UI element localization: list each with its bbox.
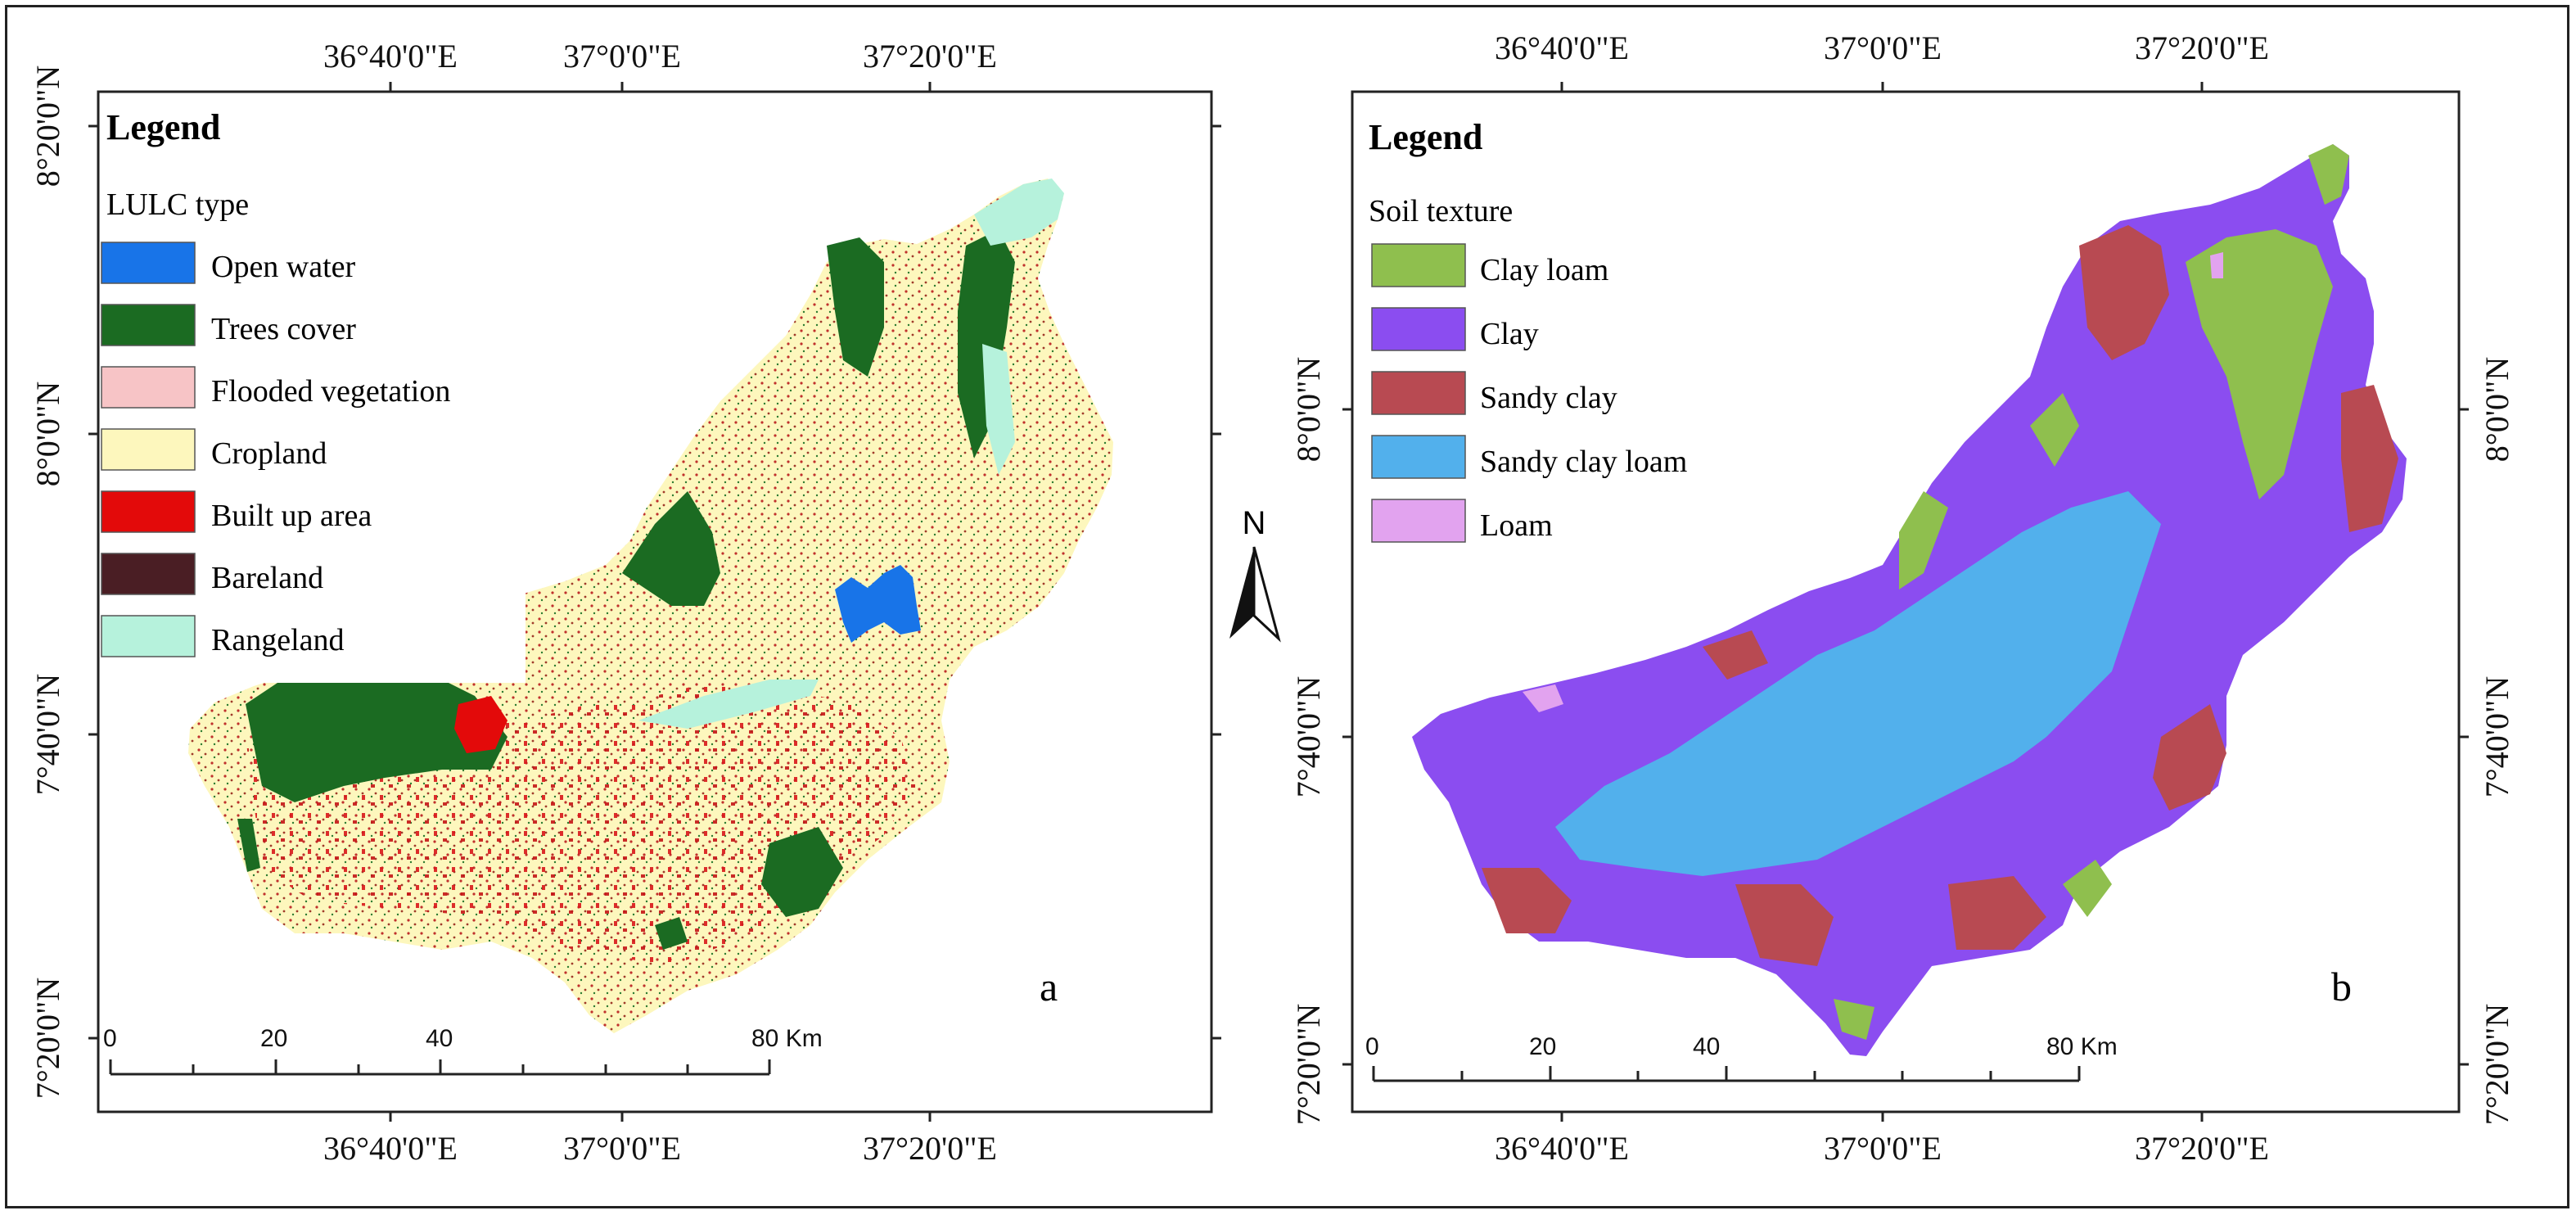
panel-b-legend-swatch-1 <box>1371 307 1466 351</box>
figure-frame <box>5 5 2569 1208</box>
panel-a-letter: a <box>1040 964 1058 1009</box>
panel-b-top-lon-2: 37°0'0"E <box>1824 29 1942 66</box>
panel-b-bottom-lon-2: 37°0'0"E <box>1824 1130 1942 1167</box>
panel-a-bottom-lon-3: 37°20'0"E <box>863 1130 997 1167</box>
panel-b-ticks <box>1342 82 2469 1122</box>
panel-b-legend-swatch-0 <box>1371 243 1466 287</box>
panel-b-legend-label-0: Clay loam <box>1480 253 1608 287</box>
panel-b-top-lon-3: 37°20'0"E <box>2135 29 2269 66</box>
north-arrow-icon <box>1229 547 1254 639</box>
panel-b-lat-right-2: 7°40'0"N <box>2479 676 2515 797</box>
panel-a-lat-2: 8°0'0"N <box>29 382 66 486</box>
panel-a-legend-label-5: Bareland <box>211 561 323 595</box>
panel-b-legend-label-4: Loam <box>1480 508 1553 543</box>
panel-b-legend-label-3: Sandy clay loam <box>1480 445 1687 479</box>
panel-a-top-lon-3: 37°20'0"E <box>863 38 997 75</box>
panel-a-legend-label-1: Trees cover <box>211 312 356 346</box>
panel-a-bottom-lon-2: 37°0'0"E <box>563 1130 681 1167</box>
panel-a-legend-items: Open water Trees cover Flooded vegetation C… <box>101 242 450 657</box>
panel-b-letter: b <box>2331 964 2352 1009</box>
panel-b: Legend Soil texture Clay loam Clay Sandy c… <box>1290 29 2515 1167</box>
panel-b-legend-subtitle: Soil texture <box>1369 194 1513 228</box>
panel-a-legend-swatch-3 <box>101 428 196 471</box>
panel-a-lat-4: 7°20'0"N <box>29 978 66 1099</box>
panel-b-legend-swatch-2 <box>1371 371 1466 415</box>
panel-a-builtup-town <box>454 696 508 753</box>
panel-a-scale-bar: 0 20 40 80 Km <box>103 1025 823 1076</box>
panel-b-scale-label-0: 0 <box>1365 1033 1379 1060</box>
north-arrow: N <box>1229 505 1281 643</box>
panel-a-tree-cover <box>237 229 1015 950</box>
panel-a-legend-swatch-6 <box>101 615 196 657</box>
panel-a-bottom-lon-1: 36°40'0"E <box>323 1130 458 1167</box>
panel-b-lat-right-3: 7°20'0"N <box>2479 1004 2515 1125</box>
panel-a-top-lon-1: 36°40'0"E <box>323 38 458 75</box>
panel-a-legend-swatch-0 <box>101 242 196 284</box>
panel-a-legend-label-4: Built up area <box>211 499 372 533</box>
panel-b-loam <box>1523 252 2223 712</box>
panel-a-legend-label-6: Rangeland <box>211 623 345 657</box>
panel-b-legend: Legend Soil texture Clay loam Clay Sandy c… <box>1354 93 1780 568</box>
panel-a-legend: Legend LULC type Open water Trees cover Fl… <box>100 93 526 683</box>
panel-b-sandy-clay-loam <box>1555 491 2161 876</box>
panel-b-lat-right-1: 8°0'0"N <box>2479 357 2515 462</box>
panel-a-legend-swatch-5 <box>101 553 196 595</box>
panel-a-legend-swatch-2 <box>101 366 196 409</box>
panel-b-legend-swatch-3 <box>1371 435 1466 479</box>
panel-b-lat-left-3: 7°20'0"N <box>1290 1004 1327 1125</box>
panel-b-legend-swatch-4 <box>1371 499 1466 543</box>
north-arrow-label: N <box>1243 505 1266 541</box>
panel-a-lat-1: 8°20'0"N <box>29 65 66 187</box>
panel-b-scale-label-80: 80 Km <box>2046 1033 2118 1060</box>
panel-b-legend-label-2: Sandy clay <box>1480 381 1617 415</box>
panel-b-clay-loam <box>1834 144 2349 1040</box>
panel-a-scale-label-0: 0 <box>103 1025 117 1052</box>
panel-b-lat-left-1: 8°0'0"N <box>1290 357 1327 462</box>
panel-b-legend-title: Legend <box>1369 117 1482 157</box>
panel-a-legend-label-2: Flooded vegetation <box>211 374 450 409</box>
panel-a-scale-label-20: 20 <box>260 1025 287 1052</box>
panel-b-scale-label-20: 20 <box>1529 1033 1556 1060</box>
panel-b-bottom-lon-1: 36°40'0"E <box>1495 1130 1629 1167</box>
panel-a-legend-subtitle: LULC type <box>106 187 249 222</box>
panel-b-scale-bar: 0 20 40 80 Km <box>1365 1033 2118 1082</box>
panel-a-legend-label-3: Cropland <box>211 436 327 471</box>
panel-a-top-lon-2: 37°0'0"E <box>563 38 681 75</box>
panel-a-open-water <box>835 565 921 643</box>
panel-b-bottom-lon-3: 37°20'0"E <box>2135 1130 2269 1167</box>
panel-a-legend-title: Legend <box>106 107 220 147</box>
panel-a-scale-label-40: 40 <box>426 1025 453 1052</box>
panel-b-legend-label-1: Clay <box>1480 317 1539 351</box>
panel-a-legend-swatch-4 <box>101 490 196 533</box>
panel-b-lat-left-2: 7°40'0"N <box>1290 676 1327 797</box>
panel-a-scale-label-80: 80 Km <box>751 1025 823 1052</box>
panel-a-rangeland <box>638 178 1064 729</box>
panel-a-lat-3: 7°40'0"N <box>29 674 66 795</box>
panel-b-scale-label-40: 40 <box>1693 1033 1720 1060</box>
panel-b-sandy-clay <box>1482 225 2398 966</box>
panel-a-ticks <box>88 82 1221 1122</box>
panel-a: Legend LULC type Open water Trees cover Fl… <box>29 38 1221 1167</box>
panel-a-legend-label-0: Open water <box>211 250 356 284</box>
panel-a-legend-swatch-1 <box>101 304 196 346</box>
panel-b-top-lon-1: 36°40'0"E <box>1495 29 1629 66</box>
panel-b-legend-items: Clay loam Clay Sandy clay Sandy clay loam Lo… <box>1371 243 1687 543</box>
